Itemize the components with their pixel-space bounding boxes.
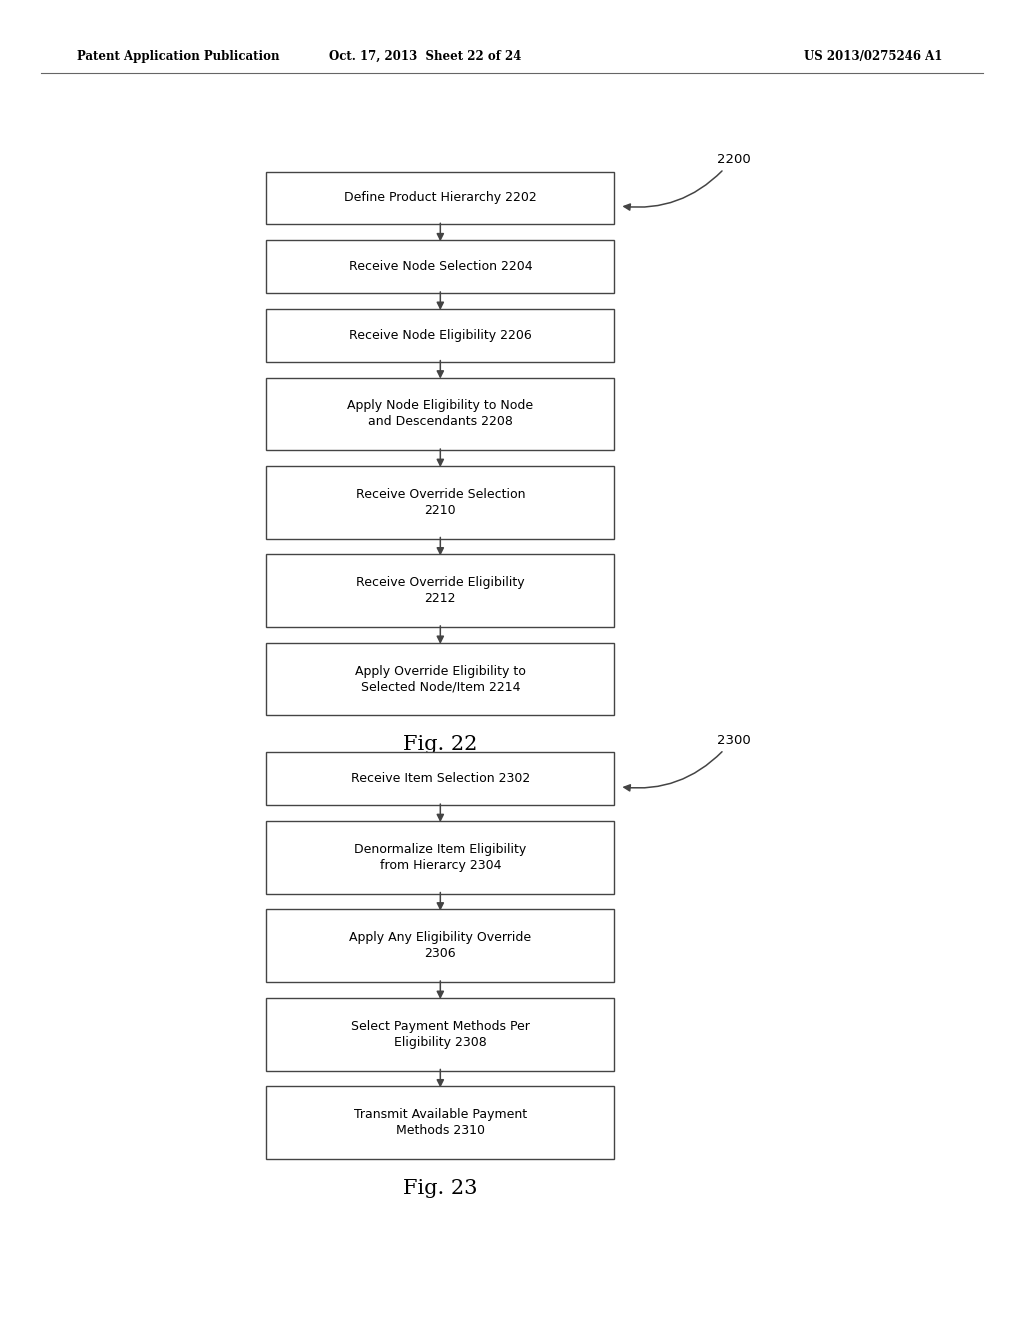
FancyBboxPatch shape xyxy=(266,240,614,293)
FancyBboxPatch shape xyxy=(266,821,614,894)
Text: 2300: 2300 xyxy=(717,734,751,747)
Text: 2200: 2200 xyxy=(717,153,751,166)
FancyBboxPatch shape xyxy=(266,1086,614,1159)
Text: Patent Application Publication: Patent Application Publication xyxy=(77,50,280,63)
Text: Denormalize Item Eligibility
from Hierarcy 2304: Denormalize Item Eligibility from Hierar… xyxy=(354,843,526,871)
Text: Define Product Hierarchy 2202: Define Product Hierarchy 2202 xyxy=(344,191,537,205)
Text: Receive Node Eligibility 2206: Receive Node Eligibility 2206 xyxy=(349,329,531,342)
Text: Oct. 17, 2013  Sheet 22 of 24: Oct. 17, 2013 Sheet 22 of 24 xyxy=(329,50,521,63)
FancyBboxPatch shape xyxy=(266,909,614,982)
Text: US 2013/0275246 A1: US 2013/0275246 A1 xyxy=(804,50,942,63)
FancyBboxPatch shape xyxy=(266,466,614,539)
FancyBboxPatch shape xyxy=(266,554,614,627)
Text: Receive Override Selection
2210: Receive Override Selection 2210 xyxy=(355,488,525,516)
Text: Apply Node Eligibility to Node
and Descendants 2208: Apply Node Eligibility to Node and Desce… xyxy=(347,400,534,428)
Text: Transmit Available Payment
Methods 2310: Transmit Available Payment Methods 2310 xyxy=(353,1109,527,1137)
Text: Select Payment Methods Per
Eligibility 2308: Select Payment Methods Per Eligibility 2… xyxy=(351,1020,529,1048)
Text: Fig. 23: Fig. 23 xyxy=(403,1179,477,1197)
Text: Apply Any Eligibility Override
2306: Apply Any Eligibility Override 2306 xyxy=(349,932,531,960)
FancyBboxPatch shape xyxy=(266,309,614,362)
FancyBboxPatch shape xyxy=(266,998,614,1071)
FancyBboxPatch shape xyxy=(266,378,614,450)
Text: Fig. 22: Fig. 22 xyxy=(403,735,477,754)
FancyBboxPatch shape xyxy=(266,643,614,715)
Text: Receive Override Eligibility
2212: Receive Override Eligibility 2212 xyxy=(356,577,524,605)
Text: Apply Override Eligibility to
Selected Node/Item 2214: Apply Override Eligibility to Selected N… xyxy=(355,665,525,693)
Text: Receive Node Selection 2204: Receive Node Selection 2204 xyxy=(348,260,532,273)
FancyBboxPatch shape xyxy=(266,172,614,224)
FancyBboxPatch shape xyxy=(266,752,614,805)
Text: Receive Item Selection 2302: Receive Item Selection 2302 xyxy=(350,772,530,785)
